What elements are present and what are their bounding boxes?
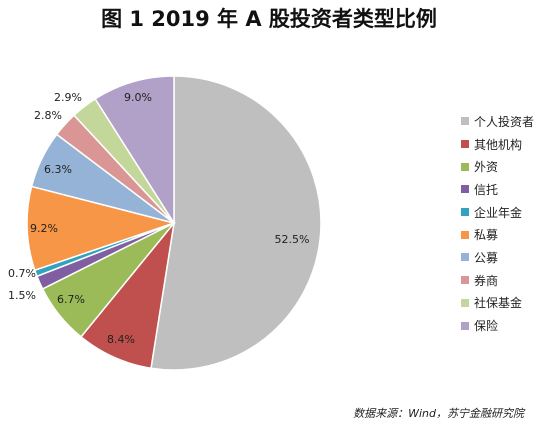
legend-swatch [461,185,469,194]
legend-item: 个人投资者 [461,110,534,133]
legend-swatch [461,162,469,171]
legend-label: 信托 [474,182,499,197]
legend-swatch [461,321,469,330]
slice-value-label: 6.3% [44,163,72,176]
legend-item: 信托 [461,178,534,201]
slice-value-label: 9.2% [30,222,58,235]
slice-value-label: 6.7% [57,293,85,306]
legend-label: 公募 [474,250,499,265]
legend-swatch [461,253,469,262]
legend-label: 其他机构 [474,137,523,152]
slice-value-label: 8.4% [107,333,135,346]
source-note: 数据来源：Wind，苏宁金融研究院 [353,407,524,420]
legend-label: 外资 [474,160,499,175]
legend-item: 券商 [461,269,534,292]
legend-swatch [461,140,469,149]
pie-slice [150,75,322,371]
slice-value-label: 9.0% [124,91,152,104]
legend-swatch [461,230,469,239]
legend: 个人投资者其他机构外资信托企业年金私募公募券商社保基金保险 [461,110,534,337]
slice-value-label: 2.9% [54,91,82,104]
legend-item: 保险 [461,314,534,337]
slice-value-label: 52.5% [275,233,310,246]
legend-label: 私募 [474,228,499,243]
legend-swatch [461,208,469,217]
slice-value-label: 0.7% [8,267,36,280]
legend-swatch [461,117,469,126]
legend-item: 私募 [461,223,534,246]
slice-value-label: 1.5% [8,289,36,302]
legend-item: 外资 [461,155,534,178]
chart-title: 图 1 2019 年 A 股投资者类型比例 [101,7,437,31]
legend-item: 企业年金 [461,201,534,224]
legend-label: 券商 [474,273,499,288]
slice-value-label: 2.8% [34,109,62,122]
legend-item: 公募 [461,246,534,269]
pie-slice [26,185,177,272]
legend-item: 其他机构 [461,133,534,156]
pie-slice [94,75,175,226]
legend-label: 社保基金 [474,296,523,311]
legend-label: 保险 [474,319,499,334]
legend-item: 社保基金 [461,292,534,315]
legend-label: 企业年金 [474,205,523,220]
legend-swatch [461,298,469,307]
legend-swatch [461,276,469,285]
legend-label: 个人投资者 [474,114,535,129]
